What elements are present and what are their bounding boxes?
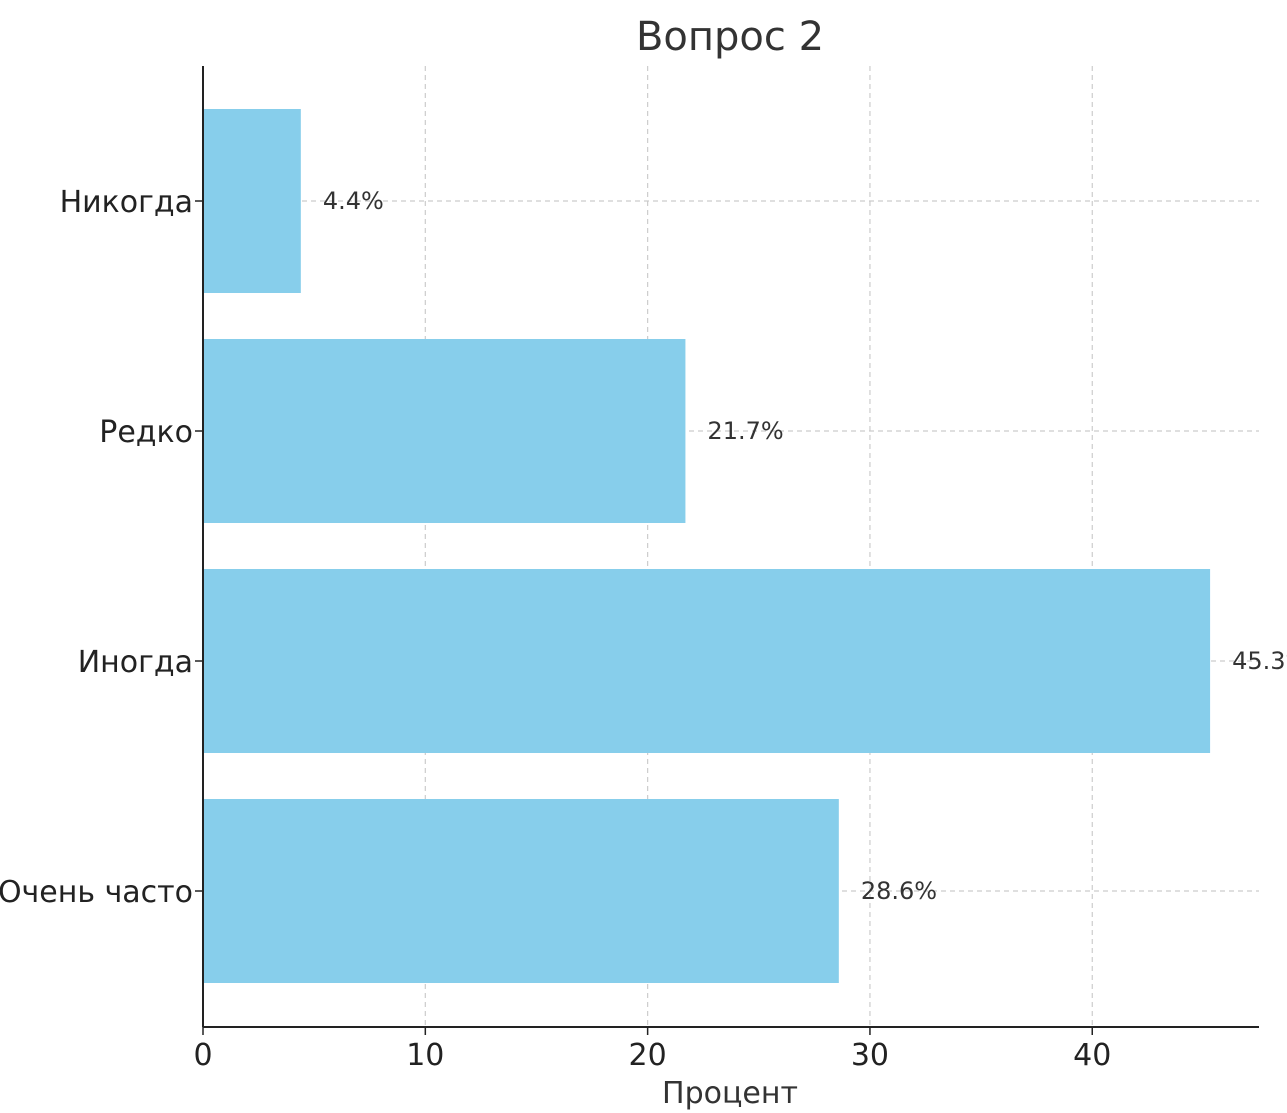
x-tick-label: 20 xyxy=(629,1038,667,1073)
bar-value-label: 28.6% xyxy=(861,877,937,905)
axes xyxy=(195,66,1259,1035)
bar xyxy=(203,799,839,983)
chart-title: Вопрос 2 xyxy=(636,14,824,60)
bar-value-label: 4.4% xyxy=(323,187,384,215)
y-tick-label: Очень часто xyxy=(0,875,193,910)
bar xyxy=(203,339,686,523)
bar xyxy=(203,569,1211,753)
bar xyxy=(203,109,301,293)
bar-value-label: 21.7% xyxy=(707,417,783,445)
x-tick-label: 40 xyxy=(1073,1038,1111,1073)
bars xyxy=(203,109,1211,983)
y-tick-label: Никогда xyxy=(60,185,193,220)
y-tick-label: Редко xyxy=(99,415,193,450)
x-tick-label: 30 xyxy=(851,1038,889,1073)
x-tick-labels: 0 10 20 30 40 xyxy=(193,1038,1111,1073)
y-tick-label: Иногда xyxy=(78,645,193,680)
x-tick-label: 10 xyxy=(406,1038,444,1073)
data-labels: 4.4% 21.7% 45.3% 28.6% xyxy=(323,187,1287,905)
x-tick-label: 0 xyxy=(193,1038,212,1073)
bar-value-label: 45.3% xyxy=(1232,647,1287,675)
y-tick-labels: Никогда Редко Иногда Очень часто xyxy=(0,185,193,910)
x-axis-label: Процент xyxy=(662,1076,798,1111)
